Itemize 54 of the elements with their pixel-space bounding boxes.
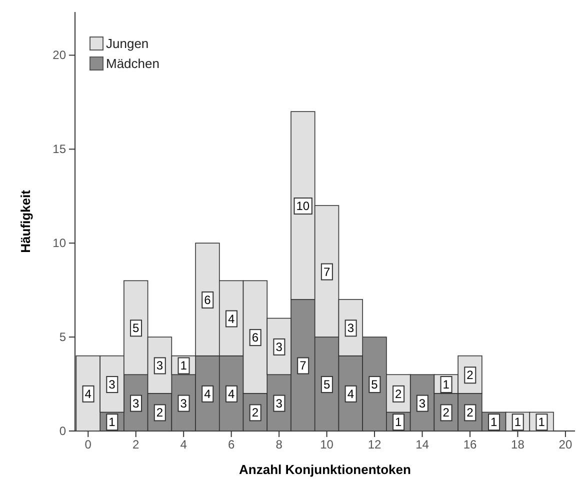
x-tick-label: 6 (228, 438, 235, 452)
data-label: 4 (84, 386, 92, 401)
data-label: 7 (300, 358, 307, 373)
data-label: 1 (180, 358, 188, 373)
data-label: 2 (156, 406, 164, 420)
data-label: 2 (466, 406, 474, 420)
data-label: 5 (323, 378, 330, 392)
data-label: 1 (490, 415, 498, 430)
data-label: 4 (204, 386, 212, 401)
data-label: 3 (418, 396, 426, 410)
x-tick-label: 18 (511, 438, 525, 452)
x-tick-label: 4 (180, 438, 188, 452)
data-label: 3 (156, 358, 164, 373)
data-label: 1 (395, 415, 402, 430)
data-label: 3 (132, 396, 140, 410)
data-label: 6 (204, 292, 212, 307)
data-label: 4 (347, 386, 354, 401)
y-tick-label: 0 (59, 424, 66, 438)
data-label: 1 (108, 415, 116, 430)
data-label: 3 (347, 321, 354, 336)
data-label: 3 (180, 396, 188, 410)
legend-label: Jungen (106, 36, 149, 51)
y-axis-title: Häufigkeit (18, 189, 33, 253)
x-tick-label: 8 (276, 438, 283, 452)
y-tick-label: 10 (52, 236, 66, 250)
data-label: 3 (276, 340, 283, 354)
data-label: 7 (323, 264, 330, 279)
y-tick-label: 20 (52, 48, 66, 62)
data-label: 1 (538, 415, 546, 430)
x-tick-label: 10 (320, 438, 334, 452)
x-axis-title: Anzahl Konjunktionentoken (239, 462, 411, 477)
x-tick-label: 2 (132, 438, 140, 452)
x-tick-label: 16 (463, 438, 477, 452)
data-label: 6 (252, 330, 259, 345)
x-tick-label: 12 (368, 438, 382, 452)
data-label: 3 (276, 396, 283, 410)
data-label: 4 (228, 386, 235, 401)
data-label: 2 (466, 368, 474, 382)
data-label: 2 (252, 406, 259, 420)
legend-label: Mädchen (106, 56, 160, 71)
data-label: 2 (395, 386, 402, 401)
data-label: 5 (132, 321, 140, 336)
data-label: 1 (514, 415, 522, 430)
data-label: 10 (296, 199, 310, 214)
data-label: 4 (228, 312, 235, 326)
data-label: 3 (108, 378, 116, 392)
x-tick-label: 0 (84, 438, 92, 452)
x-tick-label: 14 (416, 438, 430, 452)
x-tick-label: 20 (558, 438, 572, 452)
data-label: 1 (442, 378, 450, 392)
y-tick-label: 15 (52, 142, 66, 156)
data-label: 2 (442, 406, 450, 420)
data-label: 5 (371, 378, 378, 392)
y-tick-label: 5 (59, 330, 66, 344)
